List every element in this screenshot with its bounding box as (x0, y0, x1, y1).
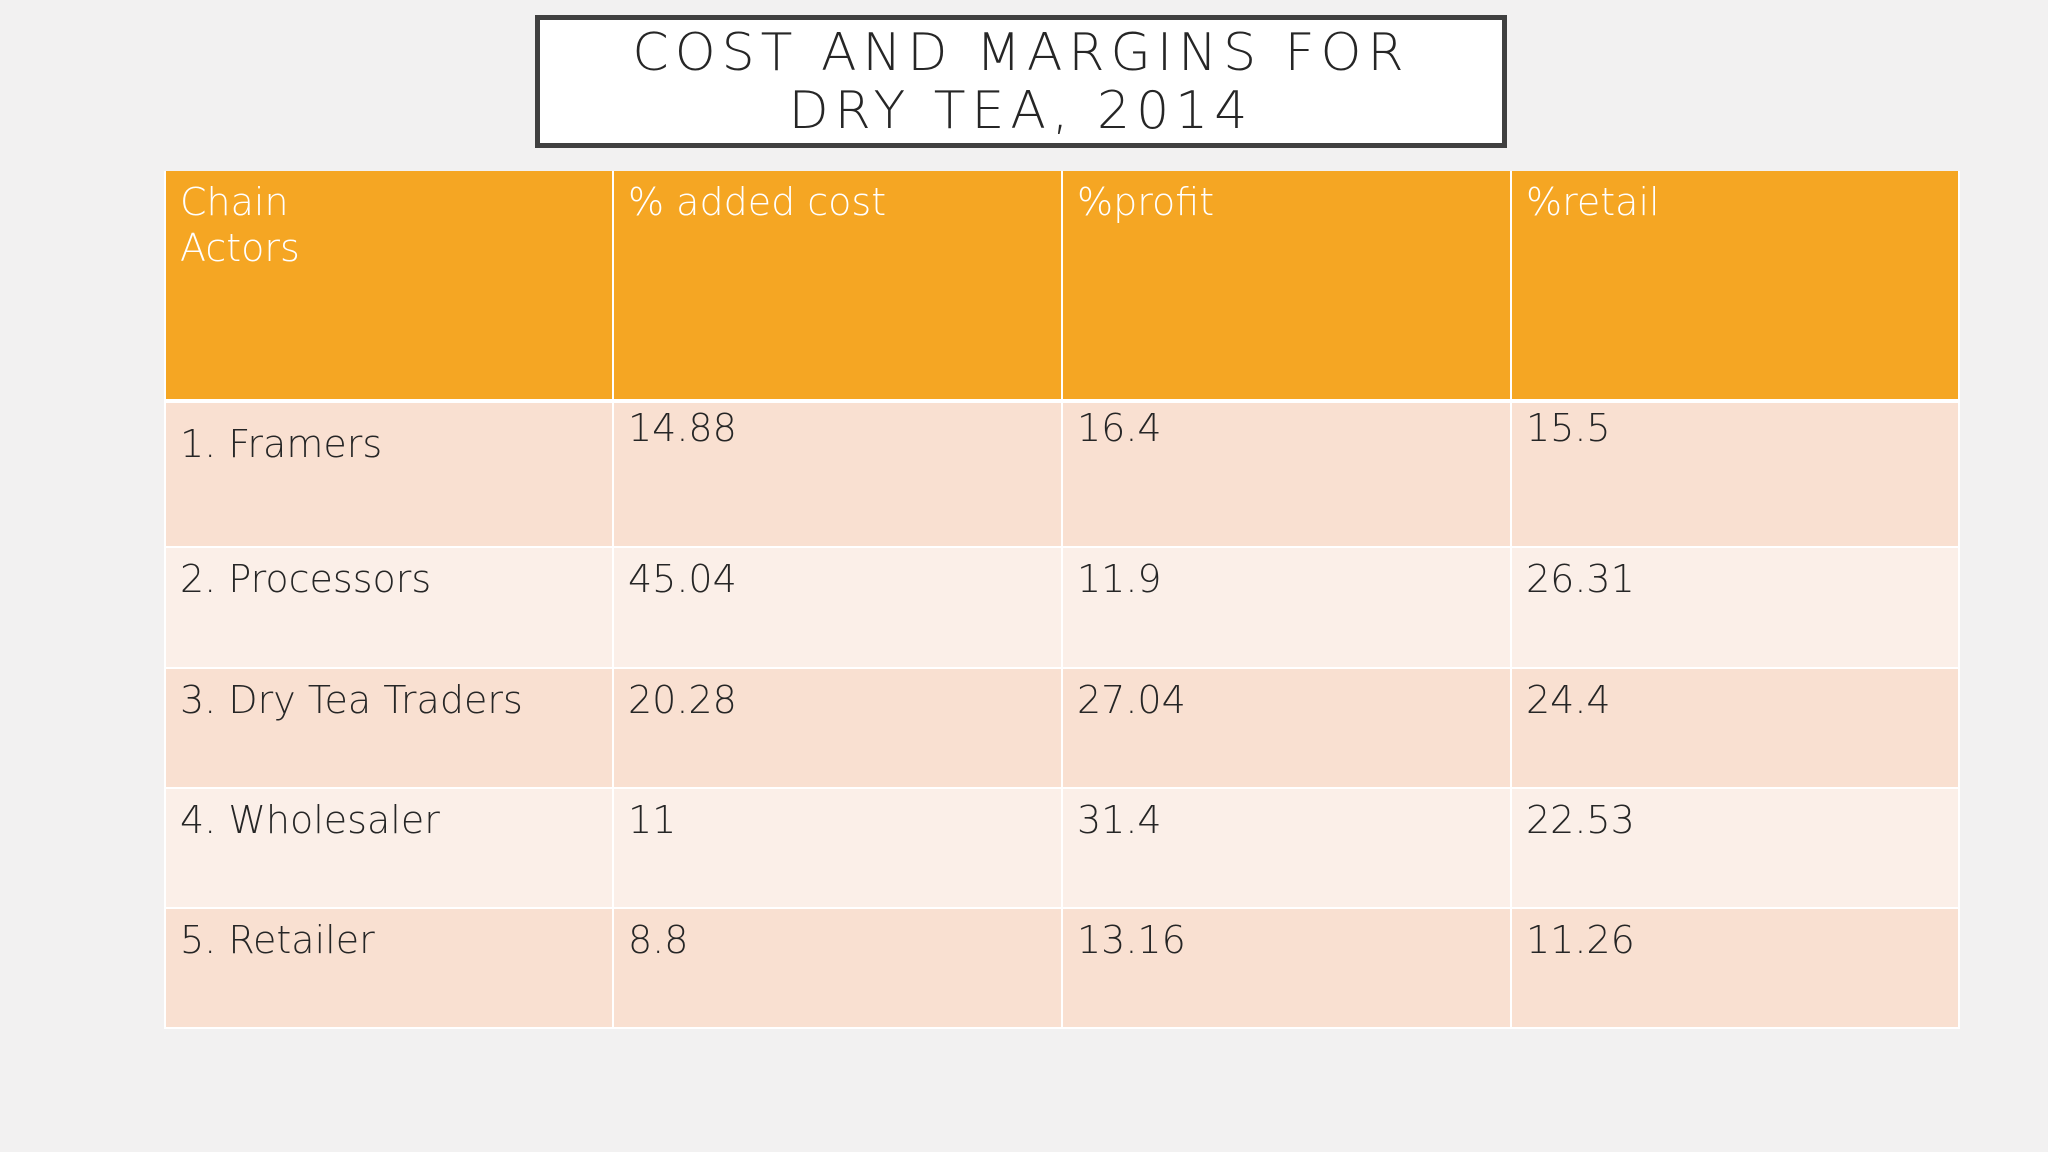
cell-profit: 31.4 (1061, 788, 1512, 909)
cell-actor: 5. Retailer (164, 908, 614, 1029)
cell-retail: 15.5 (1510, 401, 1960, 548)
title-box: COST AND MARGINS FOR DRY TEA, 2014 (535, 15, 1507, 148)
cell-added-cost: 20.28 (612, 668, 1063, 789)
cell-retail: 24.4 (1510, 668, 1960, 789)
table-row: 5. Retailer 8.8 13.16 11.26 (164, 908, 1960, 1029)
cell-retail: 22.53 (1510, 788, 1960, 909)
header-profit: %profit (1061, 171, 1512, 403)
cell-profit: 11.9 (1061, 547, 1512, 669)
cell-profit: 16.4 (1061, 401, 1512, 548)
cell-added-cost: 45.04 (612, 547, 1063, 669)
slide-title: COST AND MARGINS FOR DRY TEA, 2014 (632, 22, 1410, 141)
cell-actor: 1. Framers (164, 401, 614, 548)
table-container: Chain Actors % added cost %profit %retai… (164, 171, 1960, 1029)
header-chain-actors: Chain Actors (164, 171, 614, 403)
table-row: 3. Dry Tea Traders 20.28 27.04 24.4 (164, 668, 1960, 789)
cell-added-cost: 11 (612, 788, 1063, 909)
cell-retail: 26.31 (1510, 547, 1960, 669)
cell-actor: 2. Processors (164, 547, 614, 669)
cost-margins-table: Chain Actors % added cost %profit %retai… (164, 171, 1960, 1029)
cell-added-cost: 14.88 (612, 401, 1063, 548)
table-row: 1. Framers 14.88 16.4 15.5 (164, 401, 1960, 548)
cell-added-cost: 8.8 (612, 908, 1063, 1029)
cell-retail: 11.26 (1510, 908, 1960, 1029)
cell-actor: 4. Wholesaler (164, 788, 614, 909)
cell-actor: 3. Dry Tea Traders (164, 668, 614, 789)
table-header-row: Chain Actors % added cost %profit %retai… (164, 171, 1960, 403)
table-row: 2. Processors 45.04 11.9 26.31 (164, 547, 1960, 669)
cell-profit: 13.16 (1061, 908, 1512, 1029)
header-added-cost: % added cost (612, 171, 1063, 403)
cell-profit: 27.04 (1061, 668, 1512, 789)
header-retail: %retail (1510, 171, 1960, 403)
table-row: 4. Wholesaler 11 31.4 22.53 (164, 788, 1960, 909)
